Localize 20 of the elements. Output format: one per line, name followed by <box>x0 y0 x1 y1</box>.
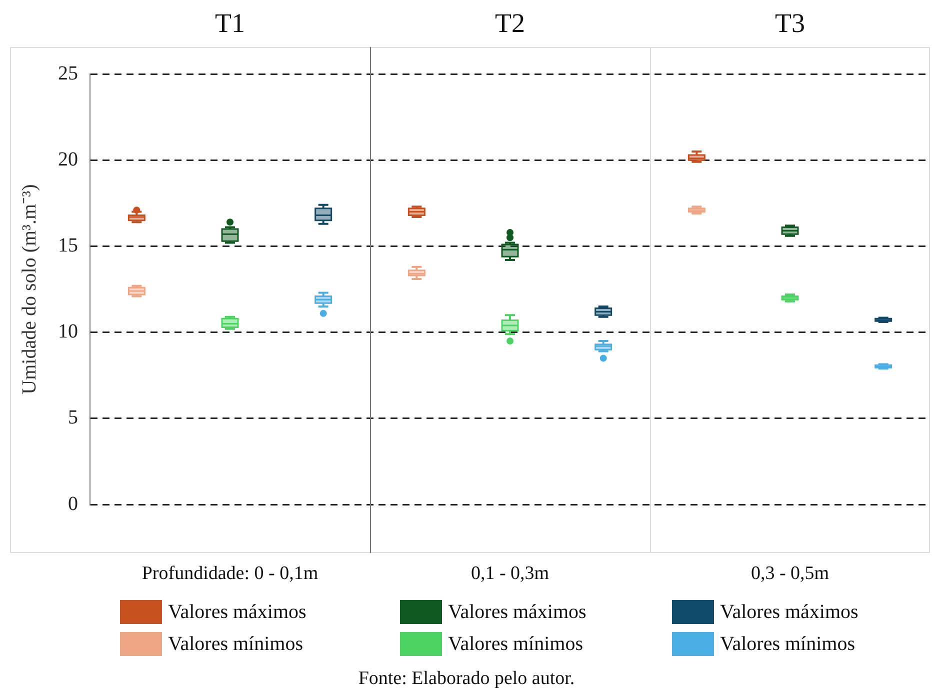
y-tick-label: 10 <box>58 320 78 343</box>
source-note: Fonte: Elaborado pelo autor. <box>357 668 576 690</box>
legend-label: Valores máximos <box>448 600 586 624</box>
y-tick-label: 15 <box>58 234 78 256</box>
text: T1 <box>214 8 246 39</box>
legend-label: Valores máximos <box>720 600 858 624</box>
text: 0,3 - 0,5m <box>750 563 830 585</box>
text: T3 <box>774 8 806 39</box>
y-tick-label: 0 <box>68 492 78 515</box>
y-tick-label: 20 <box>58 148 78 170</box>
legend-label: Valores máximos <box>168 600 306 624</box>
y-tick-label: 5 <box>68 406 78 429</box>
y-tick-label: 25 <box>58 62 78 84</box>
y-axis-title: Umidade do solo (m³.m⁻³) <box>18 184 40 394</box>
text: T2 <box>494 8 526 39</box>
text: 0,1 - 0,3m <box>470 563 550 585</box>
text: Profundidade: 0 - 0,1m <box>140 563 320 585</box>
legend-label: Valores mínimos <box>168 632 303 656</box>
legend-label: Valores mínimos <box>448 632 583 656</box>
legend-label: Valores mínimos <box>720 632 855 656</box>
